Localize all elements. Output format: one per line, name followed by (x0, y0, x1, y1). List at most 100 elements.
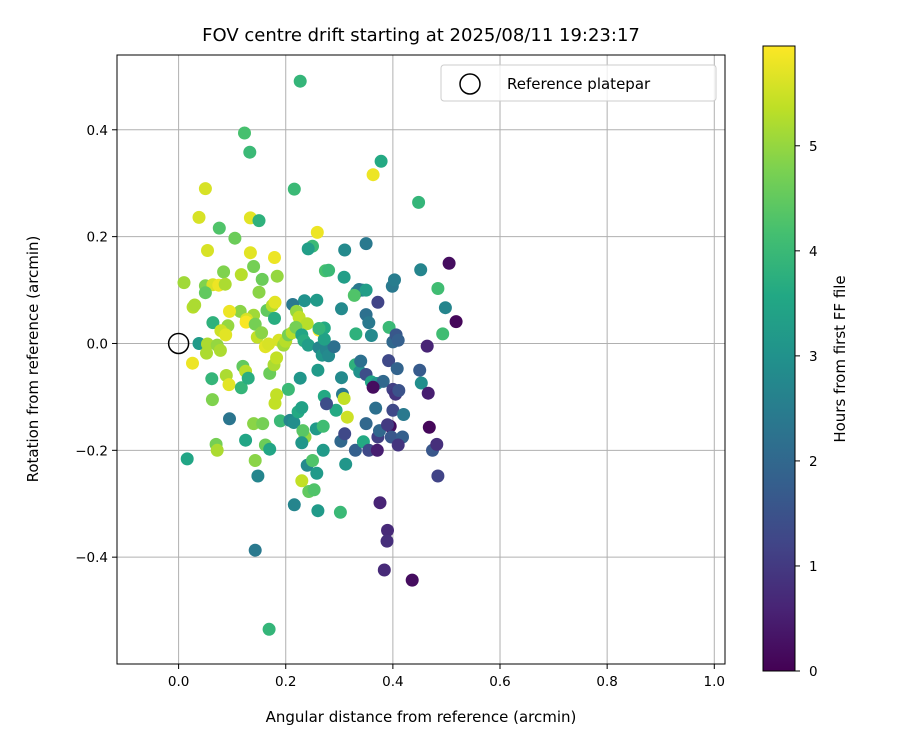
chart-title: FOV centre drift starting at 2025/08/11 … (202, 25, 640, 46)
data-point (296, 424, 310, 438)
data-point (335, 371, 348, 385)
data-point (255, 272, 269, 286)
legend-marker-icon (459, 73, 481, 95)
colorbar-tick-label: 5 (809, 139, 818, 155)
data-point (223, 412, 236, 426)
data-point (252, 214, 266, 228)
data-point (210, 443, 224, 457)
data-point (256, 417, 270, 431)
data-point (243, 145, 257, 159)
data-point (252, 285, 266, 299)
data-point (213, 343, 227, 357)
x-axis-ticks: 0.0 0.2 0.4 0.6 0.8 1.0 (168, 664, 725, 690)
data-point (349, 327, 363, 341)
data-point (307, 483, 321, 497)
data-point (198, 182, 212, 196)
data-point (248, 543, 262, 557)
grid-lines (117, 55, 725, 664)
data-point (295, 474, 309, 488)
data-point (338, 427, 352, 441)
x-tick-label: 0.4 (382, 674, 403, 690)
data-point (301, 242, 315, 256)
data-point (374, 154, 388, 168)
data-point (312, 322, 326, 335)
data-point (295, 436, 309, 450)
data-point (212, 221, 226, 235)
data-point (420, 339, 434, 353)
y-tick-label: 0.0 (87, 336, 108, 352)
data-point (370, 443, 384, 457)
colorbar-tick-label: 3 (809, 349, 818, 365)
data-point (391, 438, 405, 452)
y-axis-ticks: −0.4 −0.2 0.0 0.2 0.4 (75, 123, 117, 566)
data-point (270, 351, 284, 365)
data-point (298, 294, 311, 308)
data-point (327, 340, 341, 354)
data-point (376, 374, 390, 388)
data-point (200, 346, 213, 360)
data-point (268, 311, 281, 325)
data-point (238, 126, 251, 140)
data-point (438, 301, 452, 315)
y-tick-label: −0.4 (75, 550, 108, 566)
data-point (329, 403, 343, 417)
data-point (262, 337, 276, 351)
data-point (310, 293, 324, 307)
data-point (188, 298, 202, 312)
reference-platepar-marker (167, 332, 190, 355)
data-point (217, 265, 231, 279)
x-tick-label: 0.0 (168, 674, 189, 690)
data-point (422, 420, 436, 434)
y-tick-label: 0.4 (87, 123, 108, 139)
data-point (263, 442, 277, 456)
data-point (186, 356, 199, 370)
data-point (177, 276, 191, 290)
data-points (177, 74, 463, 636)
data-point (270, 388, 284, 402)
data-point (310, 466, 324, 480)
data-point (397, 408, 411, 421)
data-point (386, 403, 400, 417)
data-point (414, 376, 428, 390)
data-point (270, 269, 284, 283)
data-point (228, 231, 242, 245)
data-point (449, 315, 463, 329)
data-point (251, 469, 265, 483)
data-point (354, 354, 368, 368)
data-point (339, 457, 353, 471)
legend-box (440, 64, 717, 102)
data-point (442, 256, 456, 270)
x-axis-label: Angular distance from reference (arcmin) (266, 708, 577, 726)
data-point (248, 454, 262, 467)
x-tick-label: 0.8 (596, 674, 617, 690)
colorbar-label: Hours from first FF file (831, 275, 849, 442)
data-point (381, 418, 394, 432)
data-point (333, 505, 347, 519)
data-point (310, 225, 324, 239)
x-tick-label: 1.0 (704, 674, 725, 690)
data-point (295, 401, 309, 415)
data-point (234, 268, 248, 282)
colorbar-tick-label: 0 (809, 664, 818, 680)
data-point (293, 74, 307, 88)
data-point (205, 393, 219, 407)
data-point (316, 443, 330, 457)
data-point (430, 437, 444, 451)
data-point (192, 210, 206, 224)
data-point (436, 327, 450, 341)
colorbar-tick-label: 4 (809, 244, 818, 260)
data-point (198, 286, 212, 300)
data-point (348, 443, 362, 457)
colorbar-tick-label: 2 (809, 454, 818, 470)
colorbar-tick-label: 1 (809, 559, 818, 575)
data-point (239, 433, 253, 447)
data-point (431, 469, 445, 483)
data-point (390, 362, 404, 376)
data-point (300, 317, 314, 331)
colorbar-ticks: 0 1 2 3 4 5 (795, 139, 818, 680)
data-point (380, 534, 394, 548)
data-point (243, 246, 257, 260)
data-point (366, 168, 380, 182)
data-point (306, 454, 319, 467)
data-point (293, 371, 307, 385)
